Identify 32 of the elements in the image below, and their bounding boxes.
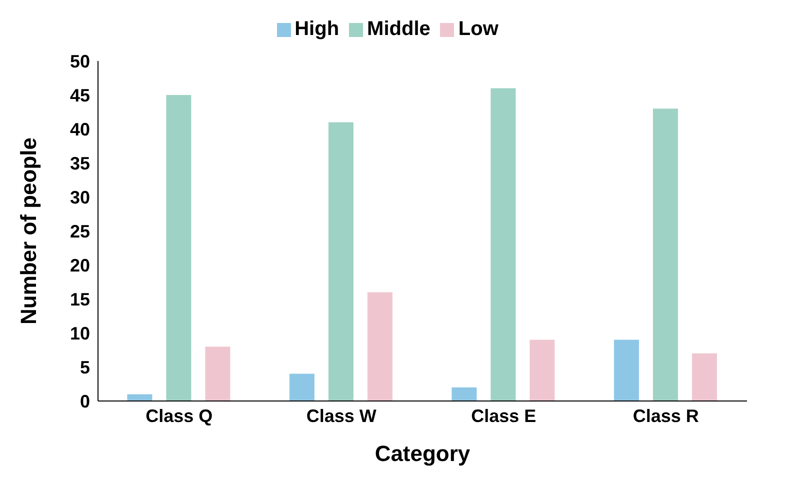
- y-tick-label: 10: [70, 323, 90, 344]
- bar: [367, 292, 392, 401]
- x-tick-label: Class W: [306, 406, 376, 426]
- bar: [328, 122, 354, 401]
- y-tick-label: 0: [80, 391, 90, 412]
- x-tick-label: Class Q: [146, 406, 213, 426]
- bar: [166, 95, 192, 401]
- y-tick-label: 35: [70, 153, 90, 174]
- y-tick-label: 30: [70, 187, 90, 208]
- y-tick-label: 40: [70, 119, 90, 140]
- y-axis-title: Number of people: [16, 137, 41, 325]
- y-tick-label: 20: [70, 255, 90, 276]
- y-tick-label: 5: [80, 357, 90, 378]
- x-tick-label: Class E: [471, 406, 536, 426]
- bar: [530, 340, 555, 401]
- y-tick-label: 25: [70, 221, 90, 242]
- bar: [614, 340, 639, 401]
- y-tick-label: 45: [70, 85, 90, 106]
- bar: [205, 346, 230, 401]
- legend-label: High: [294, 18, 340, 40]
- bar: [452, 387, 477, 401]
- x-tick-label: Class R: [632, 406, 699, 426]
- y-tick-label: 15: [70, 289, 90, 310]
- bar: [127, 394, 152, 401]
- bar: [490, 88, 516, 401]
- legend-label: Middle: [367, 18, 430, 40]
- legend-label: Low: [458, 18, 498, 40]
- bar: [652, 108, 678, 401]
- bar: [692, 353, 717, 401]
- x-axis-title: Category: [374, 441, 471, 466]
- y-tick-label: 50: [70, 51, 90, 72]
- bar: [289, 374, 314, 401]
